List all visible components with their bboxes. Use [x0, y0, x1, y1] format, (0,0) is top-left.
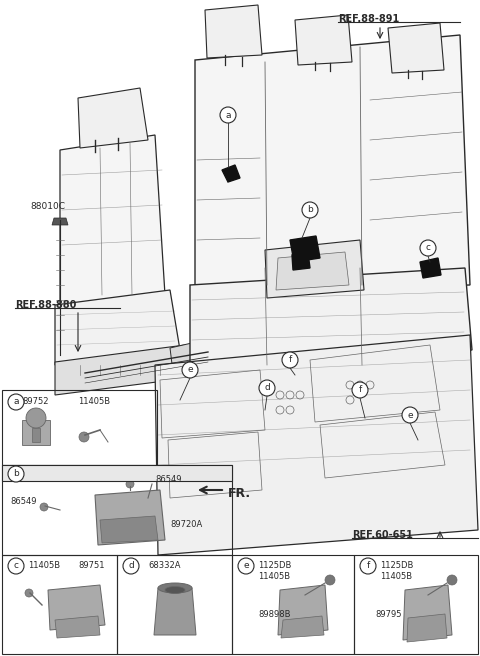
Text: e: e: [243, 562, 249, 571]
Circle shape: [352, 382, 368, 398]
Text: a: a: [225, 110, 231, 119]
Polygon shape: [155, 335, 478, 555]
Text: 11405B: 11405B: [78, 397, 110, 406]
Bar: [2, 555, 117, 654]
Text: 11405B: 11405B: [28, 561, 60, 570]
Text: f: f: [366, 562, 370, 571]
Bar: [2, 390, 157, 465]
Text: e: e: [187, 365, 193, 375]
Ellipse shape: [158, 583, 192, 593]
Circle shape: [238, 558, 254, 574]
Text: 1125DB: 1125DB: [258, 561, 291, 570]
Bar: [2, 465, 232, 481]
Text: REF.60-651: REF.60-651: [352, 530, 413, 540]
Circle shape: [302, 202, 318, 218]
Polygon shape: [190, 268, 472, 365]
Circle shape: [8, 394, 24, 410]
Polygon shape: [290, 236, 320, 262]
Circle shape: [447, 575, 457, 585]
Polygon shape: [32, 428, 40, 442]
Circle shape: [40, 503, 48, 511]
Polygon shape: [278, 585, 328, 635]
Text: e: e: [407, 411, 413, 419]
Circle shape: [26, 408, 46, 428]
Circle shape: [8, 466, 24, 482]
Polygon shape: [403, 585, 452, 640]
Text: c: c: [13, 562, 19, 571]
Circle shape: [123, 558, 139, 574]
Text: REF.88-880: REF.88-880: [15, 300, 76, 310]
Circle shape: [25, 589, 33, 597]
Polygon shape: [154, 588, 196, 635]
Text: 86549: 86549: [155, 475, 181, 484]
Text: 89720A: 89720A: [170, 520, 202, 529]
Polygon shape: [95, 490, 165, 545]
Polygon shape: [170, 340, 210, 388]
Bar: [117, 555, 232, 654]
Text: 89751: 89751: [78, 561, 105, 570]
Polygon shape: [55, 345, 188, 395]
Polygon shape: [22, 420, 50, 445]
Polygon shape: [55, 290, 180, 365]
Text: 89898B: 89898B: [258, 610, 290, 619]
Text: 86549: 86549: [10, 497, 36, 506]
Text: 89795: 89795: [375, 610, 401, 619]
Circle shape: [259, 380, 275, 396]
Circle shape: [360, 558, 376, 574]
Text: FR.: FR.: [228, 487, 251, 500]
Text: d: d: [128, 562, 134, 571]
Text: 89752: 89752: [22, 397, 48, 406]
Polygon shape: [281, 616, 324, 638]
Circle shape: [220, 107, 236, 123]
Polygon shape: [55, 616, 100, 638]
Polygon shape: [265, 240, 364, 298]
Circle shape: [79, 432, 89, 442]
Text: REF.88-891: REF.88-891: [338, 14, 399, 24]
Circle shape: [126, 480, 134, 488]
Polygon shape: [60, 135, 165, 310]
Polygon shape: [276, 252, 349, 290]
Text: 11405B: 11405B: [258, 572, 290, 581]
Text: a: a: [13, 398, 19, 407]
Polygon shape: [420, 258, 441, 278]
Polygon shape: [78, 88, 148, 148]
Circle shape: [420, 240, 436, 256]
Circle shape: [282, 352, 298, 368]
Ellipse shape: [165, 586, 185, 594]
Circle shape: [402, 407, 418, 423]
Text: d: d: [264, 384, 270, 392]
Circle shape: [8, 558, 24, 574]
Bar: [354, 555, 478, 654]
Polygon shape: [407, 614, 447, 642]
Text: f: f: [359, 386, 361, 394]
Text: 68332A: 68332A: [148, 561, 180, 570]
Bar: [232, 555, 354, 654]
Polygon shape: [295, 15, 352, 65]
Polygon shape: [48, 585, 105, 630]
Polygon shape: [222, 165, 240, 182]
Polygon shape: [388, 23, 444, 73]
Text: b: b: [307, 205, 313, 215]
Polygon shape: [52, 218, 68, 225]
Polygon shape: [100, 516, 158, 543]
Circle shape: [325, 575, 335, 585]
Text: 88010C: 88010C: [30, 202, 65, 211]
Polygon shape: [195, 35, 470, 290]
Text: 1125DB: 1125DB: [380, 561, 413, 570]
Text: 11405B: 11405B: [380, 572, 412, 581]
Text: b: b: [13, 470, 19, 478]
Text: f: f: [288, 356, 292, 365]
Polygon shape: [205, 5, 262, 58]
Polygon shape: [292, 253, 310, 270]
Bar: [2, 465, 232, 555]
Circle shape: [146, 494, 154, 502]
Text: c: c: [425, 243, 431, 253]
Circle shape: [182, 362, 198, 378]
